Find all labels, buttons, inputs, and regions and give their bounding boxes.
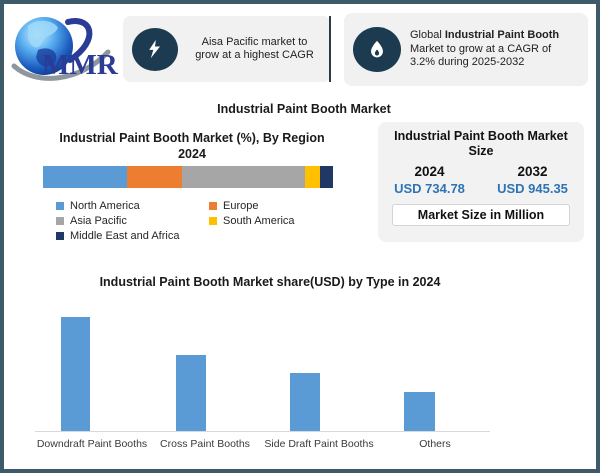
- region-stacked-bar: [43, 166, 333, 188]
- market-size-unit-note: Market Size in Million: [392, 204, 570, 226]
- logo-text: MMR: [42, 49, 119, 81]
- callout-global-suffix: Market to grow at a CAGR of 3.2% during …: [410, 42, 552, 69]
- legend-swatch-europe: [209, 202, 217, 210]
- legend-item-asia-pacific: Asia Pacific: [56, 215, 209, 227]
- segment-middle-east-africa: [319, 166, 333, 188]
- page-title: Industrial Paint Booth Market: [217, 102, 391, 116]
- legend-swatch-middle-east-africa: [56, 232, 64, 240]
- bar-label-others: Others: [419, 438, 451, 450]
- region-chart-title-line1: Industrial Paint Booth Market (%), By Re…: [59, 131, 325, 145]
- callout-global-text: Global Industrial Paint Booth Market to …: [410, 29, 579, 70]
- segment-north-america: [43, 166, 128, 188]
- legend-label: Asia Pacific: [70, 215, 127, 227]
- legend-item-south-america: South America: [209, 215, 295, 227]
- callout-asia-line1: Aisa Pacific market to: [201, 35, 308, 48]
- type-chart-title: Industrial Paint Booth Market share(USD)…: [99, 275, 441, 289]
- bar-side-draft-paint-booths: [290, 373, 320, 431]
- legend-item-europe: Europe: [209, 200, 295, 212]
- market-size-2024: 2024 USD 734.78: [378, 164, 481, 196]
- lightning-icon: [132, 27, 178, 71]
- market-size-panel: Industrial Paint Booth Market Size 2024 …: [378, 122, 584, 242]
- callout-asia-line2: grow at a highest CAGR: [195, 49, 314, 61]
- bar-downdraft-paint-booths: [61, 317, 90, 431]
- legend-label: South America: [223, 215, 295, 227]
- callout-global-bold: Industrial Paint Booth: [444, 29, 560, 42]
- bar-label-side-draft: Side Draft Paint Booths: [264, 438, 374, 450]
- bar-cross-paint-booths: [176, 355, 206, 431]
- market-size-title: Industrial Paint Booth Market Size: [394, 129, 568, 158]
- value-2024: USD 734.78: [394, 181, 465, 196]
- x-axis-line: [35, 431, 490, 432]
- callout-asia-pacific: Aisa Pacific market to grow at a highest…: [123, 16, 331, 82]
- region-legend: North America Europe Asia Pacific South …: [56, 200, 295, 242]
- bar-others: [404, 392, 435, 431]
- year-2024-label: 2024: [414, 164, 445, 179]
- market-size-values: 2024 USD 734.78 2032 USD 945.35: [378, 164, 584, 196]
- callout-global-prefix: Global: [410, 29, 445, 42]
- segment-south-america: [305, 166, 320, 188]
- legend-label: Middle East and Africa: [70, 230, 180, 242]
- bar-label-cross: Cross Paint Booths: [160, 438, 250, 450]
- year-2032-label: 2032: [517, 164, 548, 179]
- mmr-logo: MMR: [8, 10, 124, 84]
- bar-label-downdraft: Downdraft Paint Booths: [36, 438, 148, 450]
- legend-item-north-america: North America: [56, 200, 209, 212]
- callout-divider: [329, 16, 331, 82]
- region-chart-title-year: 2024: [178, 147, 206, 161]
- flame-icon: [353, 27, 401, 72]
- legend-swatch-asia-pacific: [56, 217, 64, 225]
- value-2032: USD 945.35: [497, 181, 568, 196]
- segment-asia-pacific: [182, 166, 306, 188]
- legend-label: Europe: [223, 200, 259, 212]
- legend-label: North America: [70, 200, 140, 212]
- legend-swatch-north-america: [56, 202, 64, 210]
- callout-global-cagr: Global Industrial Paint Booth Market to …: [344, 13, 588, 86]
- market-size-2032: 2032 USD 945.35: [481, 164, 584, 196]
- legend-item-middle-east-africa: Middle East and Africa: [56, 230, 209, 242]
- callout-asia-text: Aisa Pacific market to grow at a highest…: [187, 36, 322, 63]
- globe-icon: MMR: [11, 17, 119, 81]
- legend-swatch-south-america: [209, 217, 217, 225]
- segment-europe: [127, 166, 183, 188]
- region-chart-title: Industrial Paint Booth Market (%), By Re…: [27, 130, 357, 162]
